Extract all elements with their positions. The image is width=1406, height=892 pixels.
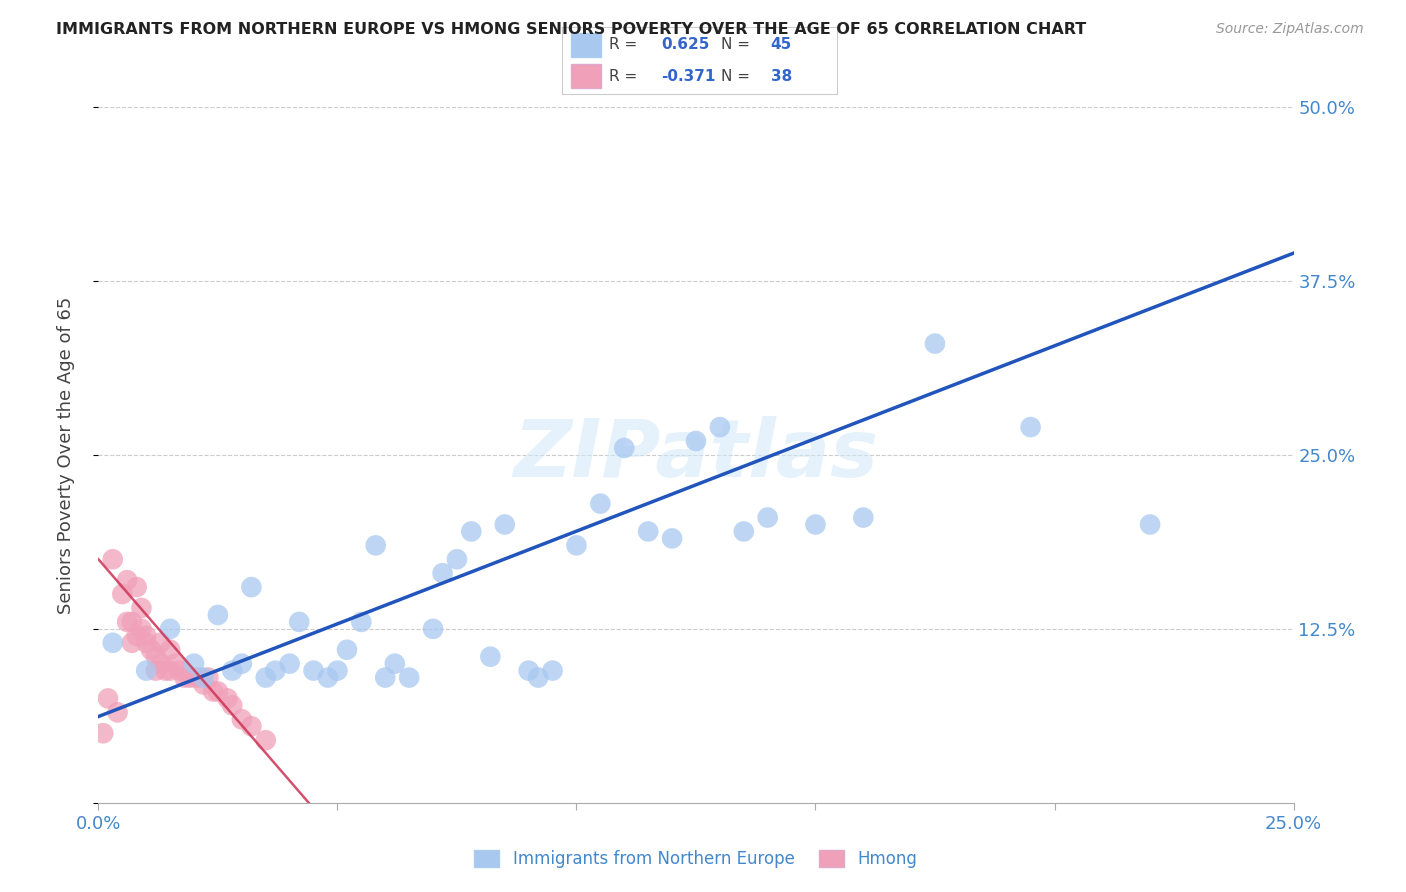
Point bbox=[131, 622, 153, 636]
Point bbox=[374, 671, 396, 685]
Point bbox=[637, 524, 659, 539]
Point bbox=[613, 441, 636, 455]
Point bbox=[384, 657, 406, 671]
Point bbox=[1019, 420, 1042, 434]
Point bbox=[1139, 517, 1161, 532]
Text: R =: R = bbox=[609, 37, 643, 53]
Point bbox=[231, 657, 253, 671]
Text: R =: R = bbox=[609, 69, 643, 84]
Point bbox=[207, 684, 229, 698]
Point bbox=[183, 671, 205, 685]
Point bbox=[111, 587, 134, 601]
Point bbox=[193, 677, 215, 691]
Point bbox=[240, 580, 263, 594]
Point bbox=[517, 664, 540, 678]
Point bbox=[135, 664, 157, 678]
Point bbox=[125, 580, 148, 594]
Point bbox=[221, 698, 243, 713]
Point bbox=[364, 538, 387, 552]
Point bbox=[149, 657, 172, 671]
Point bbox=[254, 733, 277, 747]
Point bbox=[302, 664, 325, 678]
Point bbox=[159, 664, 181, 678]
Point bbox=[101, 636, 124, 650]
Point bbox=[804, 517, 827, 532]
Point bbox=[733, 524, 755, 539]
Point bbox=[193, 671, 215, 685]
Point bbox=[460, 524, 482, 539]
Text: N =: N = bbox=[721, 37, 755, 53]
Point bbox=[115, 573, 138, 587]
Point bbox=[135, 629, 157, 643]
Point bbox=[852, 510, 875, 524]
Point bbox=[121, 636, 143, 650]
Point bbox=[264, 664, 287, 678]
Point bbox=[240, 719, 263, 733]
FancyBboxPatch shape bbox=[571, 33, 600, 57]
Point bbox=[125, 629, 148, 643]
Point bbox=[527, 671, 550, 685]
Text: Source: ZipAtlas.com: Source: ZipAtlas.com bbox=[1216, 22, 1364, 37]
Point bbox=[661, 532, 683, 546]
Point bbox=[183, 657, 205, 671]
Point bbox=[589, 497, 612, 511]
Point bbox=[159, 622, 181, 636]
Point bbox=[91, 726, 114, 740]
Point bbox=[173, 671, 195, 685]
Point bbox=[541, 664, 564, 678]
Point bbox=[131, 601, 153, 615]
Point bbox=[155, 664, 177, 678]
Point bbox=[432, 566, 454, 581]
Point bbox=[288, 615, 311, 629]
Text: N =: N = bbox=[721, 69, 755, 84]
Point bbox=[756, 510, 779, 524]
Point bbox=[422, 622, 444, 636]
Point bbox=[479, 649, 502, 664]
FancyBboxPatch shape bbox=[571, 64, 600, 88]
Point bbox=[179, 671, 201, 685]
Text: ZIPatlas: ZIPatlas bbox=[513, 416, 879, 494]
Point bbox=[159, 642, 181, 657]
Point bbox=[685, 434, 707, 448]
Point bbox=[254, 671, 277, 685]
Point bbox=[149, 636, 172, 650]
Point bbox=[145, 649, 167, 664]
Text: 38: 38 bbox=[770, 69, 792, 84]
Point bbox=[398, 671, 420, 685]
Point bbox=[924, 336, 946, 351]
Point bbox=[169, 664, 191, 678]
Point bbox=[135, 636, 157, 650]
Point bbox=[197, 671, 219, 685]
Point bbox=[446, 552, 468, 566]
Text: -0.371: -0.371 bbox=[661, 69, 716, 84]
Point bbox=[107, 706, 129, 720]
Point bbox=[350, 615, 373, 629]
Point bbox=[145, 664, 167, 678]
Point bbox=[121, 615, 143, 629]
Point bbox=[101, 552, 124, 566]
Point bbox=[97, 691, 120, 706]
Text: IMMIGRANTS FROM NORTHERN EUROPE VS HMONG SENIORS POVERTY OVER THE AGE OF 65 CORR: IMMIGRANTS FROM NORTHERN EUROPE VS HMONG… bbox=[56, 22, 1087, 37]
Text: 0.625: 0.625 bbox=[661, 37, 710, 53]
Point bbox=[202, 684, 225, 698]
Point bbox=[207, 607, 229, 622]
Point bbox=[163, 657, 186, 671]
Point bbox=[709, 420, 731, 434]
Point bbox=[494, 517, 516, 532]
Text: 45: 45 bbox=[770, 37, 792, 53]
Point bbox=[115, 615, 138, 629]
Point bbox=[187, 671, 209, 685]
Point bbox=[326, 664, 349, 678]
Point bbox=[231, 712, 253, 726]
Point bbox=[217, 691, 239, 706]
Y-axis label: Seniors Poverty Over the Age of 65: Seniors Poverty Over the Age of 65 bbox=[56, 296, 75, 614]
Point bbox=[565, 538, 588, 552]
Point bbox=[316, 671, 339, 685]
Point bbox=[221, 664, 243, 678]
Point bbox=[139, 642, 162, 657]
Point bbox=[336, 642, 359, 657]
Point bbox=[278, 657, 301, 671]
Legend: Immigrants from Northern Europe, Hmong: Immigrants from Northern Europe, Hmong bbox=[468, 843, 924, 874]
